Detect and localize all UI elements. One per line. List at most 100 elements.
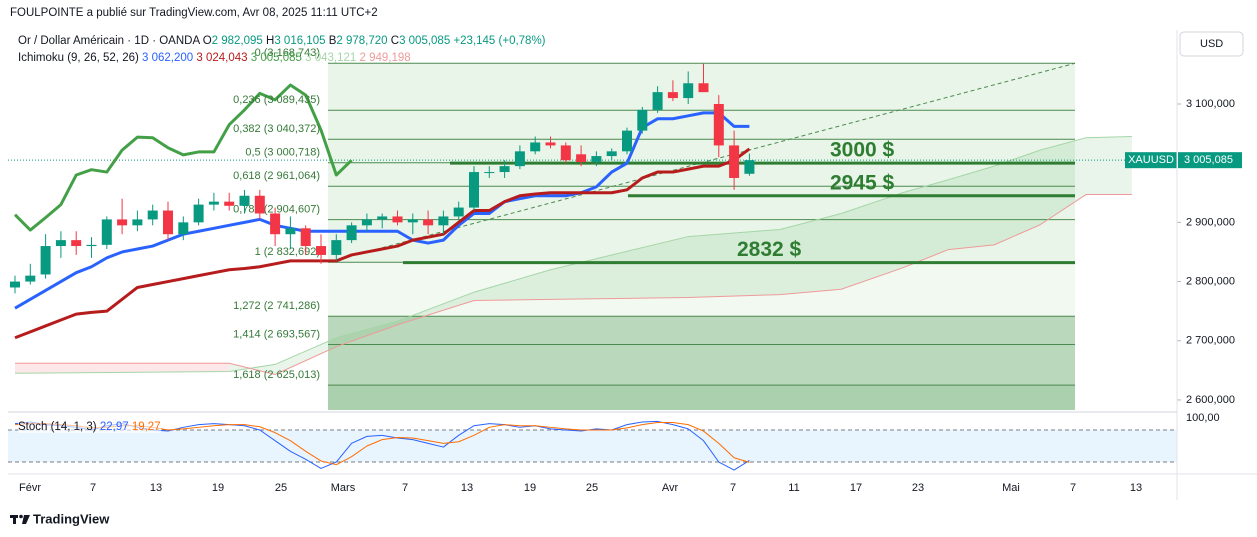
stoch-tick-label: 100,00 <box>1186 412 1220 424</box>
candle-body <box>193 204 204 223</box>
ichimoku-value: 3 024,043 <box>196 52 248 64</box>
fib-label: 0,236 (3 089,435) <box>233 94 320 106</box>
ohlc-label: H <box>266 35 275 47</box>
candle-body <box>224 201 235 206</box>
candle-body <box>71 240 82 247</box>
x-tick-label: 23 <box>912 482 924 494</box>
candle-body <box>377 216 388 220</box>
candle-body <box>239 195 250 206</box>
x-tick-label: Mars <box>331 482 356 494</box>
stoch-band <box>8 429 1177 463</box>
x-tick-label: 19 <box>524 482 536 494</box>
candle-body <box>285 228 296 235</box>
fib-zone <box>328 316 1075 345</box>
x-tick-label: 19 <box>212 482 224 494</box>
cloud-segment <box>275 337 337 375</box>
x-tick-label: 13 <box>1130 482 1142 494</box>
candle-body <box>132 219 143 226</box>
candle-body <box>576 154 587 162</box>
cloud-segment <box>902 179 949 268</box>
y-tick-label: 2 800,000 <box>1186 275 1235 287</box>
ticker: XAUUSD <box>1128 154 1174 166</box>
cloud-segment <box>15 363 230 374</box>
candle-body <box>499 166 510 173</box>
y-tick-label: 3 100,000 <box>1186 98 1235 110</box>
candle-body <box>622 130 632 152</box>
cloud-segment <box>550 236 689 300</box>
currency-box[interactable] <box>1179 31 1244 57</box>
x-tick-label: Avr <box>662 482 679 494</box>
stoch-legend: Stoch (14, 1, 3) 22,97 19,27 <box>18 421 161 433</box>
fib-zone <box>328 139 1075 163</box>
ohlc-value: 3 016,105 <box>274 35 326 47</box>
front-layer: 3 100,000 2 900,000 2 800,000 2 700,000 2 60… <box>10 47 1242 494</box>
x-tick-label: 13 <box>150 482 162 494</box>
ohlc-value: 3 005,085 <box>399 35 451 47</box>
y-tick-label: 2 700,000 <box>1186 335 1235 347</box>
candle-body <box>683 83 694 99</box>
candle-body <box>514 151 525 167</box>
candle-body <box>331 240 342 255</box>
candle-body <box>423 219 434 226</box>
cloud-segment <box>948 166 995 250</box>
cloud-segment <box>336 321 398 347</box>
span-a-value: 3 043,121 <box>305 52 357 64</box>
y-tick-label: 2 600,000 <box>1186 394 1235 406</box>
candle-body <box>560 145 571 161</box>
ichimoku-legend: Ichimoku (9, 26, 52, 26) 3 062,200 3 024… <box>18 52 411 64</box>
x-tick-label: 7 <box>402 482 408 494</box>
candle-body <box>453 207 464 217</box>
level-label: 3000 $ <box>830 139 895 162</box>
ichimoku-title: Ichimoku (9, 26, 52, 26) <box>18 52 139 64</box>
fib-zone <box>328 162 1075 187</box>
x-tick-label: 7 <box>730 482 736 494</box>
candle-body <box>361 219 372 226</box>
candle-body <box>606 151 617 157</box>
candle-body <box>530 142 541 152</box>
cloud-segment <box>397 292 474 325</box>
ichimoku-line <box>14 111 750 310</box>
ichimoku-value: 3 005,085 <box>250 52 302 64</box>
candle-body <box>469 172 479 208</box>
candle-body <box>178 222 189 235</box>
candle-body <box>729 145 740 178</box>
stoch-title: Stoch (14, 1, 3) <box>18 421 97 433</box>
x-tick-label: 25 <box>586 482 598 494</box>
y-tick-label: 2 900,000 <box>1186 216 1235 228</box>
publisher: FOULPOINTE a publié sur TradingView.com,… <box>10 7 378 19</box>
cloud-segment <box>1086 136 1132 195</box>
fib-zone <box>328 110 1075 140</box>
candle-body <box>101 219 112 245</box>
fib-label: 0,5 (3 000,718) <box>245 147 320 159</box>
candle-body <box>25 275 36 282</box>
fib-label: 1,414 (2 693,567) <box>233 328 320 340</box>
symbol-title: Or / Dollar Américain · 1D · OANDA <box>18 35 200 47</box>
fib-label: 0,618 (2 961,064) <box>233 170 320 182</box>
ohlc-label: O <box>202 35 212 47</box>
level-label: 2832 $ <box>737 238 802 261</box>
candle-body <box>254 195 265 214</box>
x-tick-label: 13 <box>461 482 473 494</box>
fib-label: 0 (3 168,743) <box>255 47 320 59</box>
x-tick-label: 7 <box>1070 482 1076 494</box>
candle-body <box>300 228 311 247</box>
stoch-value: 22,97 <box>99 421 129 433</box>
candle-body <box>117 219 128 226</box>
brand: TradingView <box>33 511 110 526</box>
candle-body <box>637 109 648 131</box>
price-tag <box>1178 152 1242 169</box>
fib-label: 1 (2 832,692) <box>255 246 320 258</box>
cloud-segment <box>474 269 551 301</box>
x-tick-label: 11 <box>788 482 799 494</box>
candle-body <box>270 213 281 235</box>
span-b <box>15 194 1132 375</box>
candle-body <box>392 216 403 223</box>
ticker-tag <box>1125 152 1177 169</box>
candle-body <box>698 83 709 93</box>
candle-body <box>147 210 158 220</box>
x-tick-label: Mai <box>1002 482 1020 494</box>
cloud-segment <box>841 192 903 290</box>
